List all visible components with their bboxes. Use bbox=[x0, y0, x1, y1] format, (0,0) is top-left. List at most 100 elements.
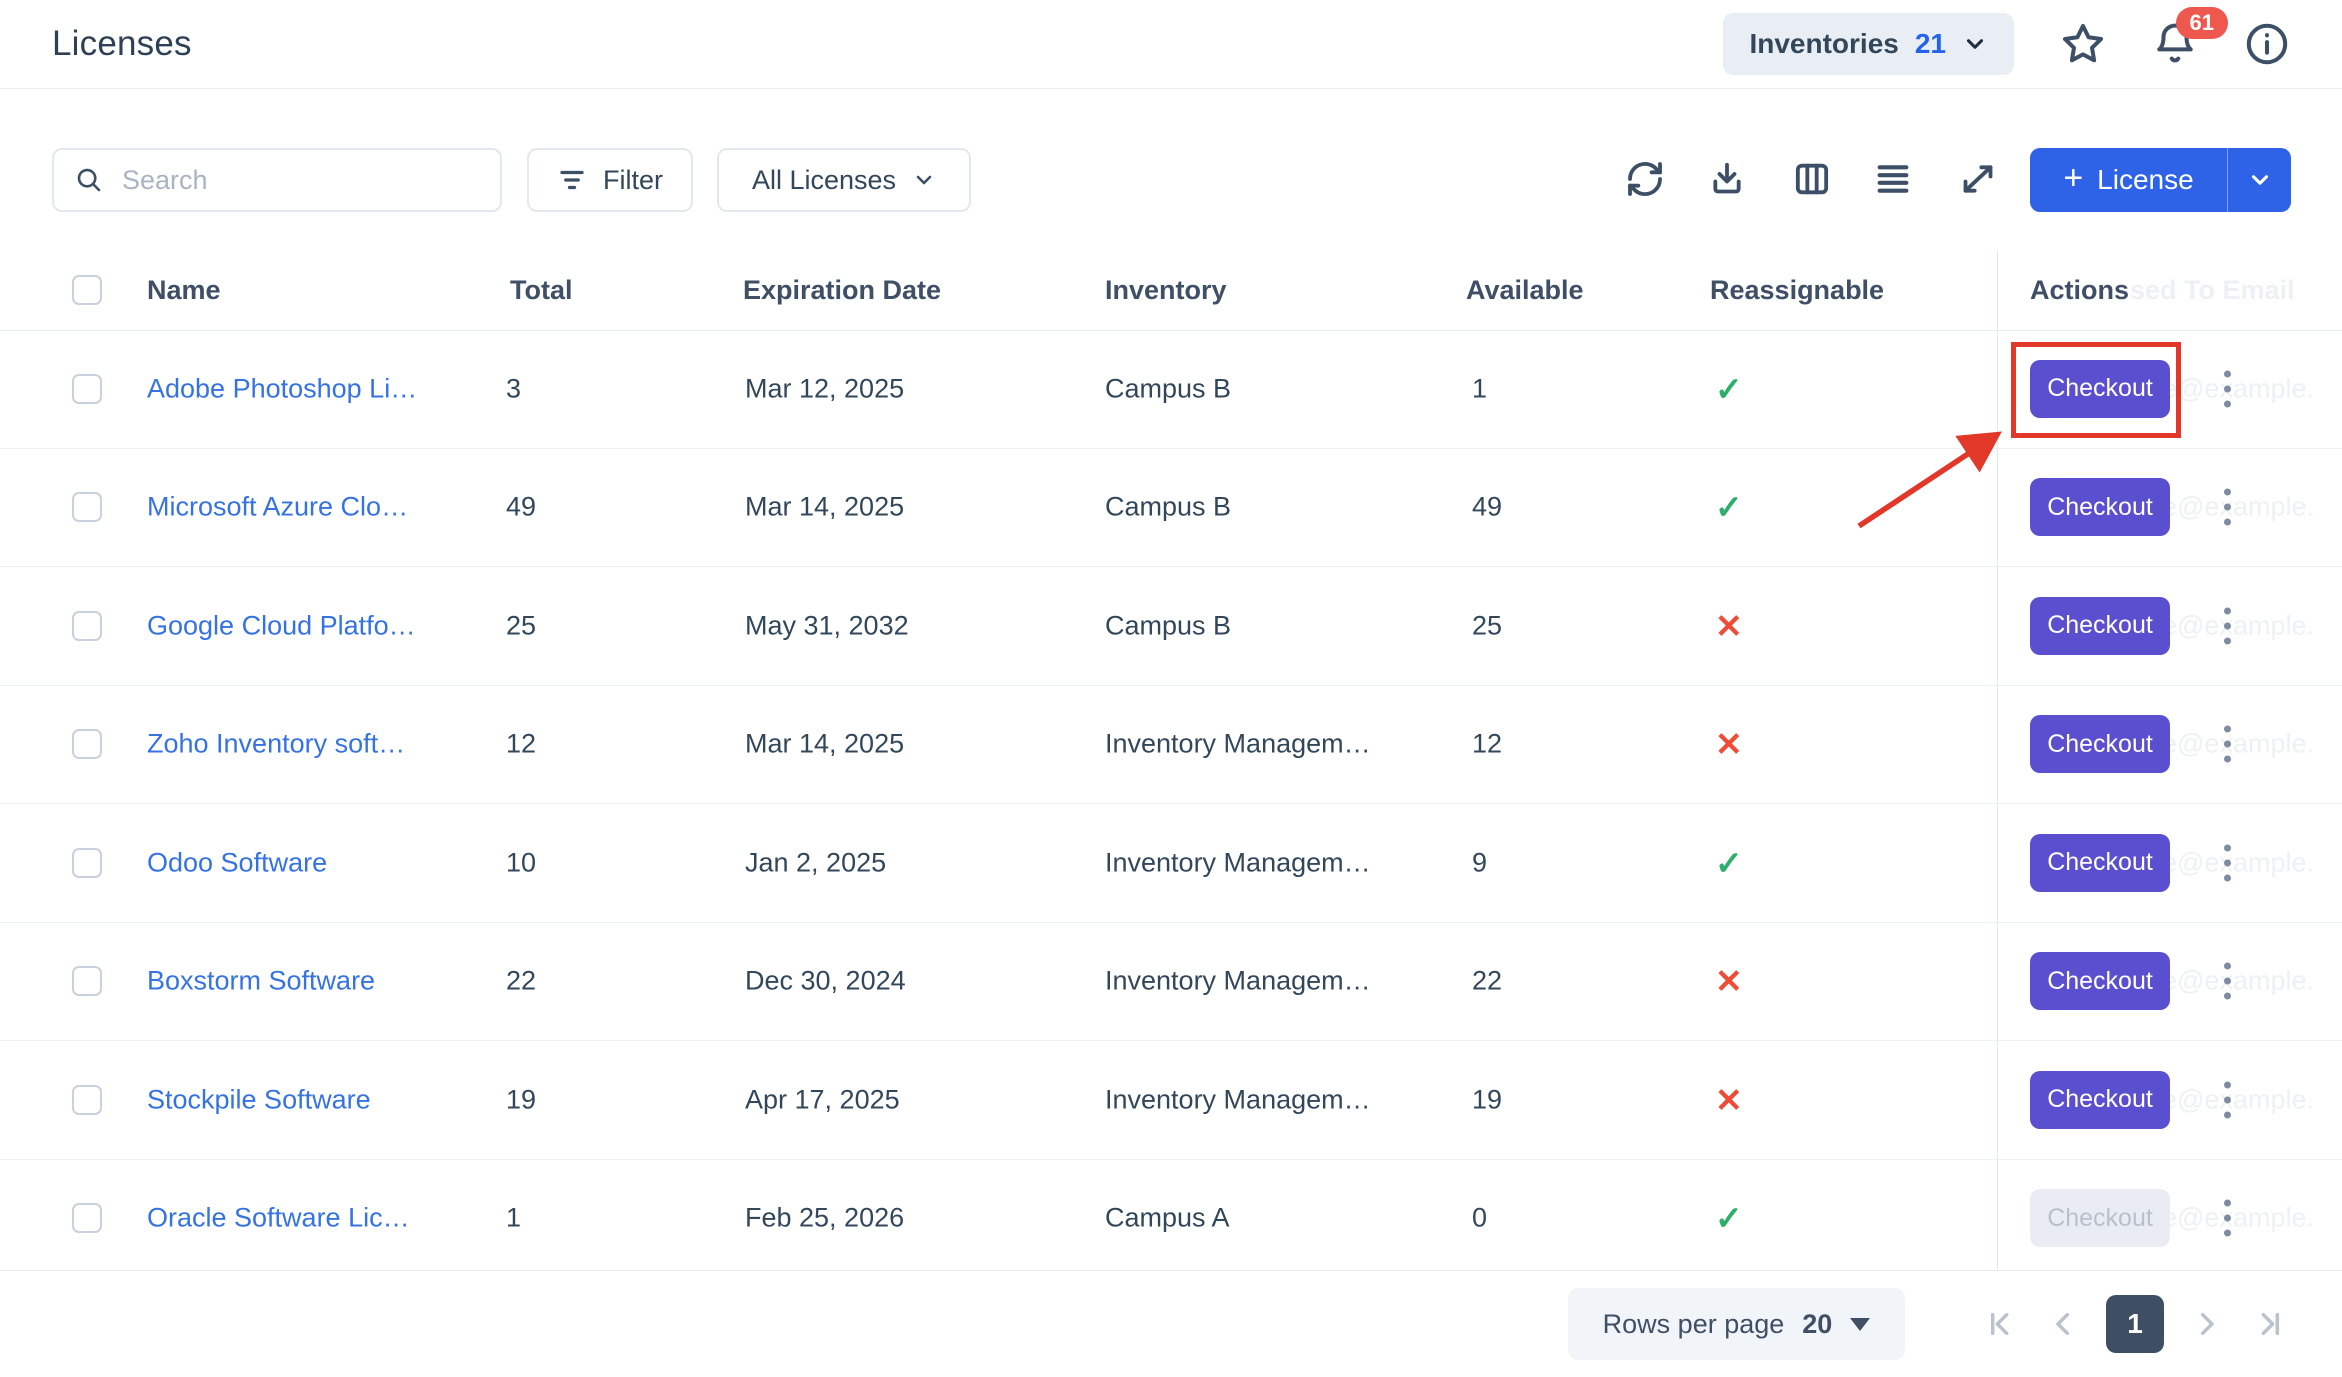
add-license-button[interactable]: + License bbox=[2030, 148, 2227, 212]
density-lines-icon bbox=[1877, 165, 1909, 193]
available-cell: 1 bbox=[1472, 373, 1488, 404]
table-row: Microsoft Azure Clo… 49 Mar 14, 2025 Cam… bbox=[0, 449, 2342, 567]
chevron-down-icon bbox=[916, 175, 932, 185]
row-actions-menu-icon[interactable] bbox=[2218, 1194, 2237, 1243]
table-row: Google Cloud Platfo… 25 May 31, 2032 Cam… bbox=[0, 567, 2342, 686]
license-name-link[interactable]: Google Cloud Platfo… bbox=[147, 610, 416, 641]
license-name-link[interactable]: Boxstorm Software bbox=[147, 965, 376, 996]
chevron-left-icon bbox=[2056, 1312, 2070, 1336]
row-checkbox[interactable] bbox=[72, 966, 102, 997]
column-header-total[interactable]: Total bbox=[510, 275, 573, 305]
info-button[interactable] bbox=[2244, 21, 2290, 67]
column-header-expiration[interactable]: Expiration Date bbox=[743, 275, 942, 305]
next-page-button[interactable] bbox=[2184, 1302, 2228, 1346]
checkout-button[interactable]: Checkout bbox=[2030, 596, 2170, 655]
row-checkbox[interactable] bbox=[72, 610, 102, 641]
row-actions-menu-icon[interactable] bbox=[2218, 957, 2237, 1006]
filter-label: Filter bbox=[603, 164, 663, 195]
table-row: Adobe Photoshop Li… 3 Mar 12, 2025 Campu… bbox=[0, 330, 2342, 449]
reassignable-no-icon: ✕ bbox=[1715, 1081, 1743, 1119]
first-page-icon bbox=[1990, 1312, 2009, 1336]
caret-down-icon bbox=[1850, 1317, 1871, 1331]
search-input[interactable] bbox=[120, 163, 480, 197]
fullscreen-button[interactable] bbox=[1950, 151, 2006, 207]
row-checkbox[interactable] bbox=[72, 492, 102, 523]
row-density-button[interactable] bbox=[1865, 151, 1921, 207]
chevron-down-icon bbox=[1966, 39, 1984, 49]
rows-per-page-label: Rows per page bbox=[1602, 1308, 1785, 1339]
license-name-link[interactable]: Oracle Software Lic… bbox=[147, 1202, 410, 1233]
row-actions-menu-icon[interactable] bbox=[2218, 601, 2237, 650]
column-header-reassignable[interactable]: Reassignable bbox=[1710, 275, 1885, 305]
columns-icon bbox=[1795, 163, 1829, 195]
first-page-button[interactable] bbox=[1978, 1302, 2022, 1346]
row-checkbox[interactable] bbox=[72, 729, 102, 760]
previous-page-button[interactable] bbox=[2042, 1302, 2086, 1346]
manage-columns-button[interactable] bbox=[1784, 151, 1840, 207]
search-box bbox=[52, 148, 502, 212]
column-header-name[interactable]: Name bbox=[147, 275, 221, 305]
row-checkbox[interactable] bbox=[72, 373, 102, 404]
checkout-button[interactable]: Checkout bbox=[2030, 1070, 2170, 1129]
select-all-checkbox[interactable] bbox=[72, 275, 102, 305]
checkout-button[interactable]: Checkout bbox=[2030, 952, 2170, 1011]
inventory-cell: Inventory Managem… bbox=[1105, 965, 1371, 996]
notifications-button[interactable]: 61 bbox=[2152, 7, 2228, 67]
last-page-button[interactable] bbox=[2248, 1302, 2292, 1346]
table-row: Odoo Software 10 Jan 2, 2025 Inventory M… bbox=[0, 804, 2342, 923]
inventory-cell: Campus A bbox=[1105, 1202, 1230, 1233]
license-name-link[interactable]: Microsoft Azure Clo… bbox=[147, 491, 409, 522]
inventories-dropdown[interactable]: Inventories 21 bbox=[1723, 13, 2014, 75]
refresh-button[interactable] bbox=[1617, 151, 1673, 207]
row-actions-menu-icon[interactable] bbox=[2218, 838, 2237, 887]
expiration-date-cell: Mar 12, 2025 bbox=[745, 373, 905, 404]
row-actions-menu-icon[interactable] bbox=[2218, 1075, 2237, 1124]
available-cell: 9 bbox=[1472, 847, 1488, 878]
table-row: Boxstorm Software 22 Dec 30, 2024 Invent… bbox=[0, 923, 2342, 1041]
checkout-button[interactable]: Checkout bbox=[2030, 715, 2170, 774]
rows-per-page-value: 20 bbox=[1802, 1308, 1833, 1339]
ghost-email-text: e@example. bbox=[2162, 1202, 2314, 1233]
column-header-available[interactable]: Available bbox=[1466, 275, 1584, 305]
ghost-email-text: e@example. bbox=[2162, 491, 2314, 522]
export-button[interactable] bbox=[1699, 151, 1755, 207]
rows-per-page-dropdown[interactable]: Rows per page 20 bbox=[1568, 1288, 1905, 1360]
row-checkbox[interactable] bbox=[72, 1084, 102, 1115]
ghost-email-text: e@example. bbox=[2162, 610, 2314, 641]
column-header-ghost-email: sed To Email bbox=[2130, 275, 2295, 305]
license-name-link[interactable]: Odoo Software bbox=[147, 847, 328, 878]
actions-column-divider bbox=[1997, 250, 1998, 1270]
row-actions-menu-icon[interactable] bbox=[2218, 364, 2237, 413]
row-checkbox[interactable] bbox=[72, 847, 102, 878]
expand-icon bbox=[1963, 165, 1993, 193]
checkout-button[interactable]: Checkout bbox=[2030, 1189, 2170, 1248]
available-cell: 12 bbox=[1472, 728, 1503, 759]
last-page-icon bbox=[2261, 1312, 2280, 1336]
license-name-link[interactable]: Adobe Photoshop Li… bbox=[147, 373, 418, 404]
current-page-button[interactable]: 1 bbox=[2106, 1295, 2164, 1353]
inventory-cell: Inventory Managem… bbox=[1105, 1084, 1371, 1115]
row-actions-menu-icon[interactable] bbox=[2218, 720, 2237, 769]
page-title: Licenses bbox=[52, 24, 192, 63]
checkout-button[interactable]: Checkout bbox=[2030, 359, 2170, 418]
checkout-button[interactable]: Checkout bbox=[2030, 478, 2170, 537]
filter-button[interactable]: Filter bbox=[527, 148, 693, 212]
license-name-link[interactable]: Stockpile Software bbox=[147, 1084, 371, 1115]
license-name-link[interactable]: Zoho Inventory soft… bbox=[147, 728, 406, 759]
inventories-label: Inventories bbox=[1749, 28, 1899, 59]
inventory-cell: Inventory Managem… bbox=[1105, 728, 1371, 759]
total-cell: 10 bbox=[506, 847, 537, 878]
add-license-more-button[interactable] bbox=[2227, 148, 2291, 212]
column-header-inventory[interactable]: Inventory bbox=[1105, 275, 1227, 305]
checkout-button[interactable]: Checkout bbox=[2030, 833, 2170, 892]
all-licenses-dropdown[interactable]: All Licenses bbox=[717, 148, 971, 212]
toolbar: Filter All Licenses + License bbox=[0, 89, 2342, 250]
row-checkbox[interactable] bbox=[72, 1203, 102, 1234]
reassignable-yes-icon: ✓ bbox=[1715, 844, 1743, 882]
expiration-date-cell: Jan 2, 2025 bbox=[745, 847, 887, 878]
favorite-star-button[interactable] bbox=[2060, 21, 2106, 67]
table-row: Stockpile Software 19 Apr 17, 2025 Inven… bbox=[0, 1041, 2342, 1160]
total-cell: 3 bbox=[506, 373, 522, 404]
inventories-count: 21 bbox=[1914, 28, 1946, 59]
row-actions-menu-icon[interactable] bbox=[2218, 483, 2237, 532]
